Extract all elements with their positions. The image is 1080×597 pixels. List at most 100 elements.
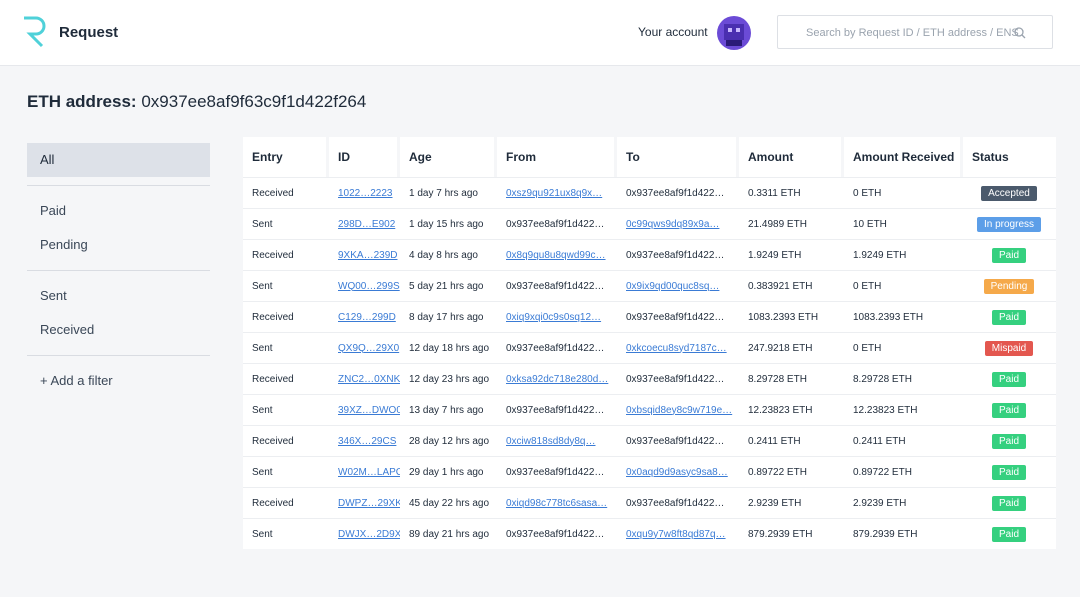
table-cell: 8.29728 ETH (739, 363, 844, 394)
table-cell: Paid (963, 487, 1056, 518)
cell-link[interactable]: QX9Q…29X0 (338, 342, 400, 354)
table-cell: 346X…29CS (329, 425, 400, 456)
table-row[interactable]: Received 346X…29CS 28 day 12 hrs ago 0xciw8… (243, 425, 1056, 456)
cell-text: Received (252, 311, 294, 323)
cell-text: Received (252, 373, 294, 385)
table-row[interactable]: Received DWPZ…29XK 45 day 22 hrs ago 0xiqd9… (243, 487, 1056, 518)
table-cell: 0x937ee8af9f1d422… (497, 332, 617, 363)
cell-text: 4 day 8 hrs ago (409, 249, 478, 261)
cell-text: Sent (252, 218, 273, 230)
filter-item[interactable]: Pending (40, 237, 88, 252)
table-cell: DWPZ…29XK (329, 487, 400, 518)
cell-link[interactable]: 0xsz9qu921ux8q9x… (506, 187, 603, 199)
table-cell: 0x937ee8af9f1d422… (617, 301, 739, 332)
cell-link[interactable]: 0x8q9qu8u8qwd99c… (506, 249, 606, 261)
table-cell: Paid (963, 301, 1056, 332)
table-cell: 0.3311 ETH (739, 177, 844, 208)
filter-item[interactable]: Sent (40, 288, 67, 303)
cell-link[interactable]: 0xbsqid8ey8c9w719e… (626, 404, 733, 416)
cell-link[interactable]: ZNC2…0XNK (338, 373, 400, 385)
cell-link[interactable]: 0xiq9xqi0c9s0sq12… (506, 311, 602, 323)
table-cell: 0xqu9y7w8ft8qd87q… (617, 518, 739, 549)
status-badge: Paid (991, 526, 1026, 542)
cell-link[interactable]: 0c99qws9dq89x9a… (626, 218, 720, 230)
cell-text: 1.9249 ETH (748, 249, 802, 261)
column-header[interactable]: ID (329, 137, 400, 177)
cell-text: Received (252, 249, 294, 261)
table-cell: 5 day 21 hrs ago (400, 270, 497, 301)
cell-link[interactable]: DWPZ…29XK (338, 497, 400, 509)
cell-link[interactable]: 0xqu9y7w8ft8qd87q… (626, 528, 726, 540)
cell-text: 8 day 17 hrs ago (409, 311, 484, 323)
table-row[interactable]: Sent QX9Q…29X0 12 day 18 hrs ago 0x937ee8af… (243, 332, 1056, 363)
requests-table: Entry ID Age From To Amount Amount Received Sta… (243, 137, 1056, 549)
table-cell: Mispaid (963, 332, 1056, 363)
cell-text: 879.2939 ETH (748, 528, 813, 540)
table-cell: 0x937ee8af9f1d422… (617, 425, 739, 456)
table-row[interactable]: Sent W02M…LAPC 29 day 1 hrs ago 0x937ee8af9… (243, 456, 1056, 487)
table-cell: 0x937ee8af9f1d422… (497, 208, 617, 239)
table-cell: Paid (963, 394, 1056, 425)
table-cell: 0xciw818sd8dy8q… (497, 425, 617, 456)
table-cell: 0xksa92dc718e280d… (497, 363, 617, 394)
cell-link[interactable]: 0xksa92dc718e280d… (506, 373, 609, 385)
table-cell: 29 day 1 hrs ago (400, 456, 497, 487)
cell-link[interactable]: 1022…2223 (338, 187, 393, 199)
status-badge: Pending (983, 278, 1035, 294)
cell-link[interactable]: WQ00…299S (338, 280, 400, 292)
add-filter[interactable]: + Add a filter (40, 373, 113, 388)
sidebar: All Paid Pending Sent Received + Add a filter (27, 143, 210, 398)
column-header[interactable]: Amount Received (844, 137, 963, 177)
logo (24, 16, 46, 48)
cell-text: Sent (252, 466, 273, 478)
table-cell: 298D…E902 (329, 208, 400, 239)
cell-link[interactable]: 0x9ix9qd00quc8sq… (626, 280, 720, 292)
search-input[interactable]: Search by Request ID / ETH address / ENS (777, 15, 1053, 49)
table-cell: Accepted (963, 177, 1056, 208)
column-header[interactable]: From (497, 137, 617, 177)
cell-text: 0x937ee8af9f1d422… (626, 311, 725, 323)
table-row[interactable]: Received 1022…2223 1 day 7 hrs ago 0xsz9qu9… (243, 177, 1056, 208)
filter-item[interactable]: Received (40, 322, 95, 337)
table-cell: W02M…LAPC (329, 456, 400, 487)
table-row[interactable]: Received C129…299D 8 day 17 hrs ago 0xiq9xq… (243, 301, 1056, 332)
cell-link[interactable]: 298D…E902 (338, 218, 396, 230)
cell-text: 0.89722 ETH (853, 466, 912, 478)
table-cell: Sent (243, 332, 329, 363)
table-row[interactable]: Received ZNC2…0XNK 12 day 23 hrs ago 0xksa9… (243, 363, 1056, 394)
column-header[interactable]: Entry (243, 137, 329, 177)
cell-link[interactable]: W02M…LAPC (338, 466, 400, 478)
cell-text: 0 ETH (853, 342, 882, 354)
table-row[interactable]: Received 9XKA…239D 4 day 8 hrs ago 0x8q9qu8… (243, 239, 1056, 270)
table-cell: 0 ETH (844, 270, 963, 301)
table-cell: Paid (963, 456, 1056, 487)
table-row[interactable]: Sent WQ00…299S 5 day 21 hrs ago 0x937ee8af9… (243, 270, 1056, 301)
cell-link[interactable]: 39XZ…DWO0 (338, 404, 400, 416)
avatar[interactable] (717, 16, 751, 50)
filter-item[interactable]: All (27, 143, 210, 177)
cell-text: 0x937ee8af9f1d422… (506, 218, 605, 230)
cell-link[interactable]: DWJX…2D9X (338, 528, 400, 540)
cell-text: 45 day 22 hrs ago (409, 497, 490, 509)
cell-link[interactable]: 0xkcoecu8syd7187c… (626, 342, 727, 354)
cell-link[interactable]: 0x0aqd9d9asyc9sa8… (626, 466, 728, 478)
table-row[interactable]: Sent 298D…E902 1 day 15 hrs ago 0x937ee8af9… (243, 208, 1056, 239)
table-cell: Sent (243, 208, 329, 239)
table-row[interactable]: Sent 39XZ…DWO0 13 day 7 hrs ago 0x937ee8af9… (243, 394, 1056, 425)
table-cell: 0.383921 ETH (739, 270, 844, 301)
column-header[interactable]: Status (963, 137, 1056, 177)
cell-text: 0.2411 ETH (853, 435, 906, 447)
filter-item[interactable]: Paid (40, 203, 67, 218)
cell-text: 12.23823 ETH (748, 404, 813, 416)
table-row[interactable]: Sent DWJX…2D9X 89 day 21 hrs ago 0x937ee8af… (243, 518, 1056, 549)
cell-link[interactable]: C129…299D (338, 311, 396, 323)
cell-link[interactable]: 0xiqd98c778tc6sasa… (506, 497, 608, 509)
column-header[interactable]: Amount (739, 137, 844, 177)
cell-text: 0x937ee8af9f1d422… (626, 249, 725, 261)
column-header[interactable]: To (617, 137, 739, 177)
cell-link[interactable]: 0xciw818sd8dy8q… (506, 435, 596, 447)
account-label[interactable]: Your account (638, 25, 708, 39)
cell-link[interactable]: 346X…29CS (338, 435, 397, 447)
column-header[interactable]: Age (400, 137, 497, 177)
cell-link[interactable]: 9XKA…239D (338, 249, 398, 261)
